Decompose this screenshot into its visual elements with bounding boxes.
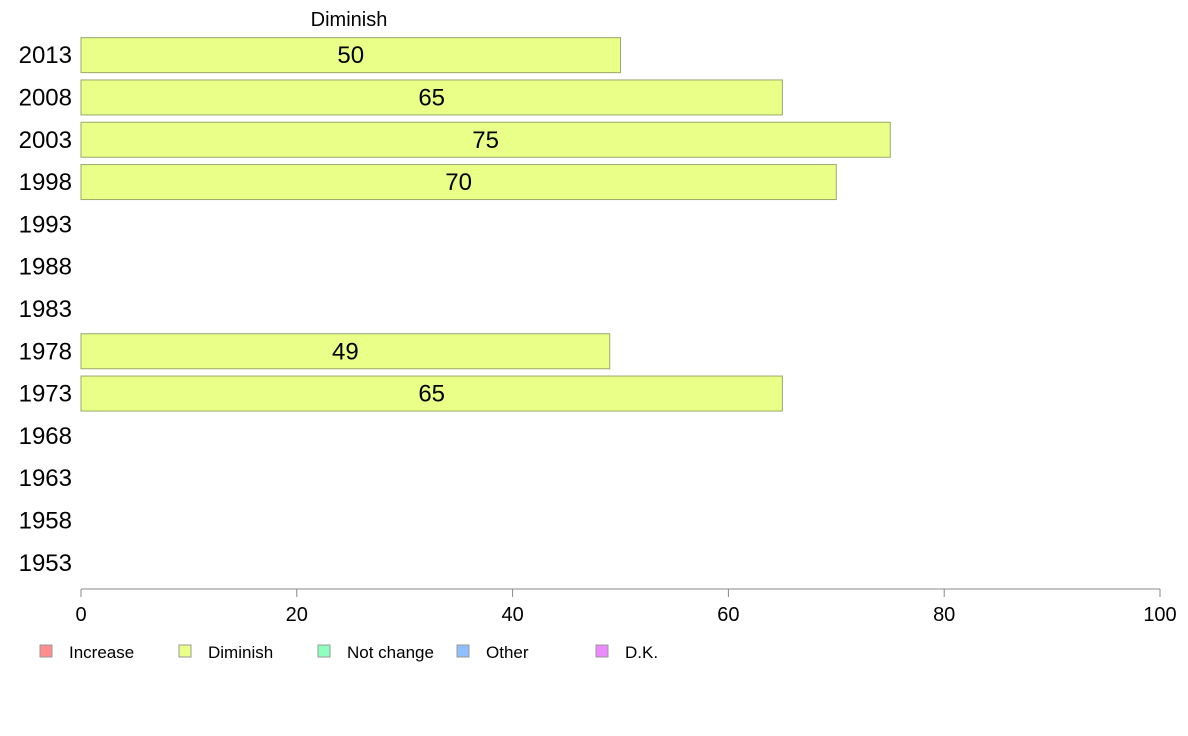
legend-label-diminish: Diminish — [208, 643, 273, 662]
category-label-1988: 1988 — [19, 254, 72, 281]
category-label-1963: 1963 — [19, 465, 72, 492]
x-tick-label-0: 0 — [75, 604, 86, 626]
category-label-1983: 1983 — [19, 296, 72, 323]
legend-swatch-d-k — [595, 644, 609, 658]
x-axis-ticks: 0 20 40 60 80 100 — [75, 589, 1177, 626]
series-title: Diminish — [311, 9, 388, 31]
legend-label-increase: Increase — [69, 643, 134, 662]
category-label-1968: 1968 — [19, 423, 72, 450]
x-tick-label-60: 60 — [717, 604, 739, 626]
legend-swatch-diminish — [178, 644, 192, 658]
category-label-1958: 1958 — [19, 507, 72, 534]
bar-value-label-2008: 65 — [418, 84, 445, 111]
bars — [80, 37, 891, 412]
legend-label-not-change: Not change — [347, 643, 434, 662]
x-tick-label-100: 100 — [1143, 604, 1176, 626]
category-label-1998: 1998 — [19, 169, 72, 196]
legend-label-d-k: D.K. — [625, 643, 658, 662]
bar-value-label-2003: 75 — [472, 127, 499, 154]
category-label-2013: 2013 — [19, 42, 72, 69]
category-labels: 2013 2008 2003 1998 1993 1988 1983 1978 1973 1968… — [19, 42, 72, 577]
legend-swatch-other — [456, 644, 470, 658]
legend-label-other: Other — [486, 643, 529, 662]
category-label-1953: 1953 — [19, 550, 72, 577]
x-tick-label-20: 20 — [286, 604, 308, 626]
category-label-1993: 1993 — [19, 211, 72, 238]
category-label-1973: 1973 — [19, 381, 72, 408]
bar-2008 — [80, 79, 783, 116]
bar-1978 — [80, 333, 611, 370]
bar-value-label-1973: 65 — [418, 381, 445, 408]
bar-1998 — [80, 164, 837, 201]
bar-2013 — [80, 37, 621, 74]
legend-swatch-increase — [39, 644, 53, 658]
bar-value-label-1978: 49 — [332, 338, 359, 365]
legend-swatch-not-change — [317, 644, 331, 658]
x-tick-label-80: 80 — [933, 604, 955, 626]
category-label-2003: 2003 — [19, 127, 72, 154]
bar-1973 — [80, 375, 783, 412]
legend: Increase Diminish Not change Other D.K. — [39, 643, 658, 662]
category-label-1978: 1978 — [19, 338, 72, 365]
category-label-2008: 2008 — [19, 84, 72, 111]
bar-value-label-1998: 70 — [445, 169, 472, 196]
bar-2003 — [80, 121, 891, 158]
bar-value-label-2013: 50 — [337, 42, 364, 69]
x-tick-label-40: 40 — [501, 604, 523, 626]
